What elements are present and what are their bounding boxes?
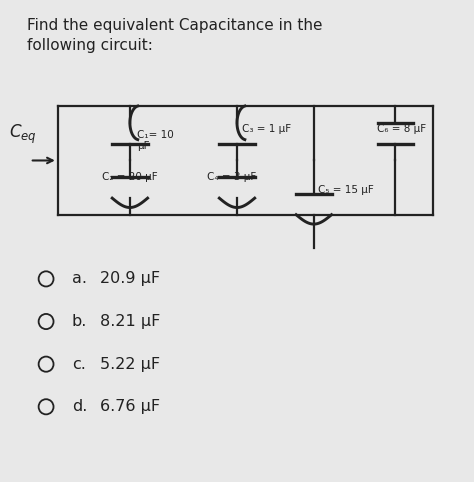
Text: C₁= 10
μF: C₁= 10 μF: [137, 130, 173, 151]
Text: C₅ = 15 μF: C₅ = 15 μF: [319, 185, 374, 195]
Text: c.: c.: [72, 357, 86, 372]
Text: C₄ = 3 μF: C₄ = 3 μF: [207, 173, 256, 182]
Text: d.: d.: [72, 399, 87, 415]
Text: b.: b.: [72, 314, 87, 329]
Text: 5.22 μF: 5.22 μF: [100, 357, 160, 372]
Text: C₂ = 20 μF: C₂ = 20 μF: [102, 173, 157, 182]
Text: 20.9 μF: 20.9 μF: [100, 271, 160, 286]
Text: $C_{eq}$: $C_{eq}$: [9, 123, 36, 146]
Text: 8.21 μF: 8.21 μF: [100, 314, 160, 329]
Text: C₃ = 1 μF: C₃ = 1 μF: [242, 123, 291, 134]
Text: Find the equivalent Capacitance in the
following circuit:: Find the equivalent Capacitance in the f…: [27, 18, 323, 53]
Text: a.: a.: [72, 271, 87, 286]
Text: 6.76 μF: 6.76 μF: [100, 399, 160, 415]
Text: C₆ = 8 μF: C₆ = 8 μF: [377, 123, 426, 134]
